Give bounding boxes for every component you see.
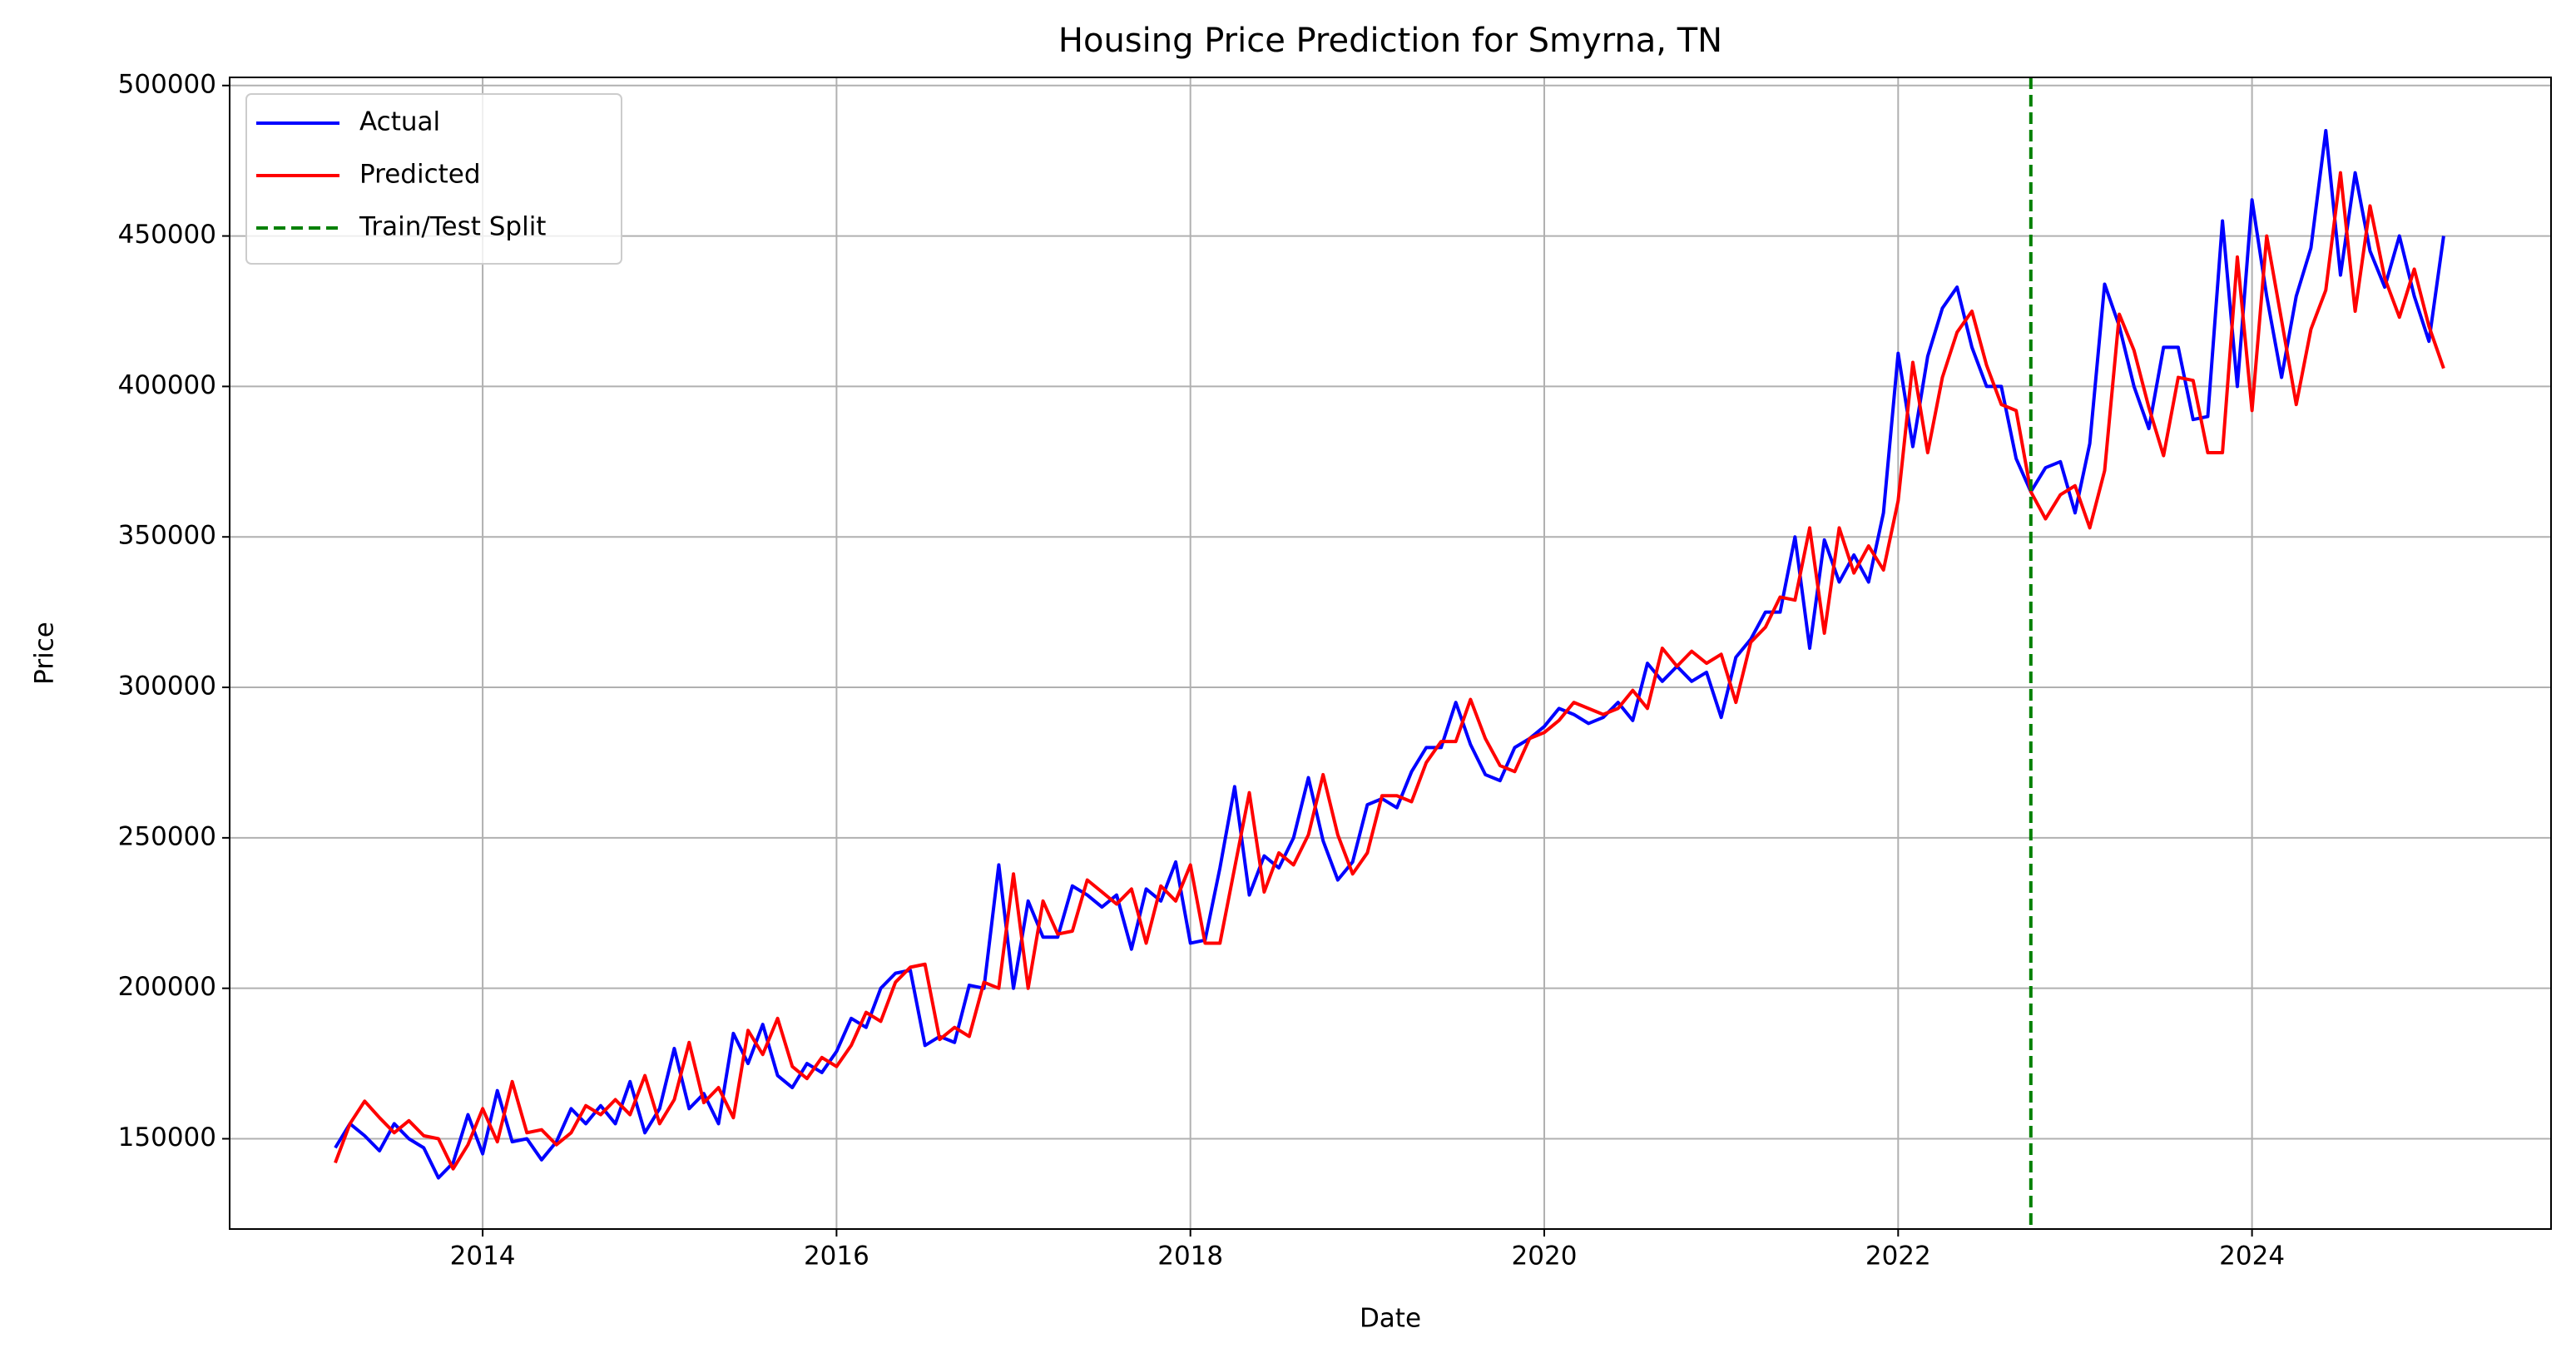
series-line	[334, 171, 2445, 1171]
x-tick-label: 2014	[450, 1242, 516, 1271]
legend-label: Actual	[359, 107, 440, 137]
legend-label: Predicted	[359, 160, 481, 190]
chart-title: Housing Price Prediction for Smyrna, TN	[1058, 22, 1722, 60]
x-axis-label: Date	[1360, 1304, 1421, 1334]
y-tick-label: 150000	[118, 1123, 216, 1152]
x-tick-label: 2018	[1157, 1242, 1223, 1271]
y-tick-label: 250000	[118, 821, 216, 851]
legend-label: Train/Test Split	[359, 212, 546, 242]
x-tick-label: 2016	[804, 1242, 869, 1271]
y-tick-label: 300000	[118, 672, 216, 701]
x-tick-label: 2024	[2219, 1242, 2285, 1271]
plot-frame	[229, 77, 2552, 1230]
y-tick-label: 500000	[118, 69, 216, 99]
x-tick-label: 2020	[1512, 1242, 1578, 1271]
y-tick-label: 400000	[118, 370, 216, 400]
y-tick-label: 350000	[118, 521, 216, 551]
y-tick-label: 450000	[118, 220, 216, 250]
y-axis-label: Price	[30, 622, 60, 685]
series-line	[334, 129, 2445, 1180]
y-tick-label: 200000	[118, 972, 216, 1002]
legend-box	[245, 93, 622, 265]
x-tick-label: 2022	[1865, 1242, 1931, 1271]
